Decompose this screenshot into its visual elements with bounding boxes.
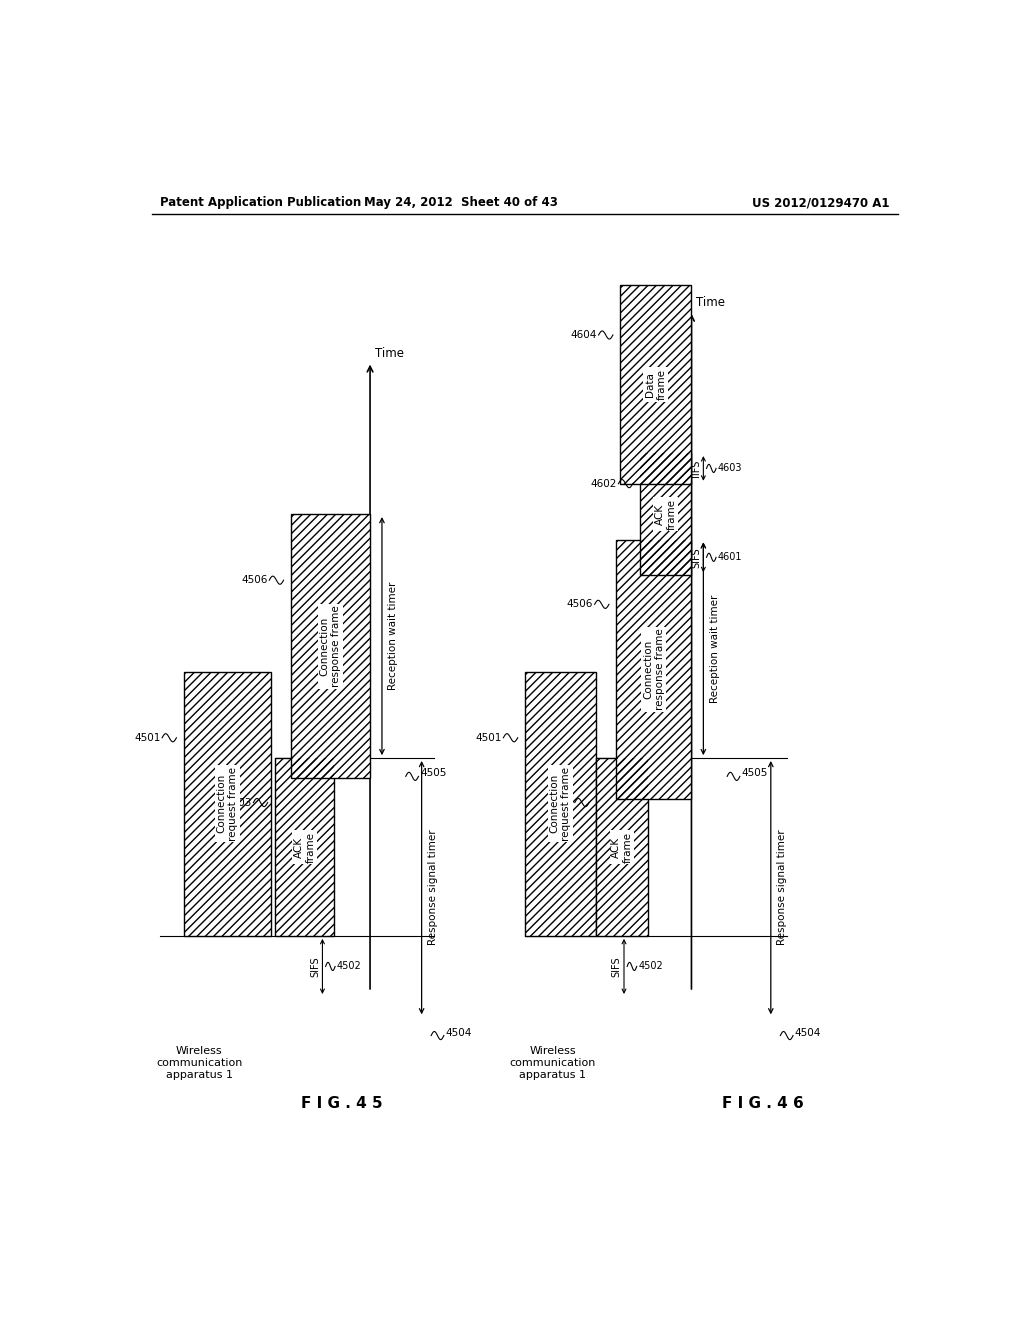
Bar — [524, 672, 596, 936]
Text: 4501: 4501 — [475, 733, 502, 743]
Text: 4505: 4505 — [741, 768, 768, 779]
Text: Wireless
communication
apparatus 1: Wireless communication apparatus 1 — [157, 1047, 243, 1080]
Text: 4506: 4506 — [566, 599, 593, 610]
Text: IIFS: IIFS — [691, 459, 701, 477]
Text: SIFS: SIFS — [691, 546, 701, 568]
Bar — [183, 672, 270, 936]
Text: ...: ... — [669, 290, 683, 306]
Bar — [291, 515, 370, 779]
Text: 4501: 4501 — [134, 733, 161, 743]
Text: Time: Time — [375, 347, 403, 359]
Text: SIFS: SIFS — [310, 956, 321, 977]
Text: F I G . 4 5: F I G . 4 5 — [301, 1096, 383, 1111]
Bar — [640, 453, 691, 576]
Bar — [640, 453, 691, 576]
Bar — [183, 672, 270, 936]
Bar — [274, 758, 334, 936]
Bar — [291, 515, 370, 779]
Bar — [616, 540, 691, 799]
Text: Connection
request frame: Connection request frame — [216, 767, 238, 841]
Text: Data
frame: Data frame — [645, 370, 667, 400]
Bar — [620, 285, 691, 483]
Text: 4502: 4502 — [638, 961, 663, 972]
Bar — [596, 758, 648, 936]
Text: 4503: 4503 — [225, 797, 252, 808]
Text: 4604: 4604 — [570, 330, 597, 341]
Text: Wireless
communication
apparatus 1: Wireless communication apparatus 1 — [509, 1047, 596, 1080]
Text: ACK
frame: ACK frame — [611, 832, 633, 862]
Bar — [620, 285, 691, 483]
Text: Connection
response frame: Connection response frame — [643, 628, 665, 710]
Bar — [274, 758, 334, 936]
Text: 4601: 4601 — [718, 552, 742, 562]
Text: 4603: 4603 — [718, 463, 742, 474]
Text: Reception wait timer: Reception wait timer — [710, 594, 720, 704]
Text: SIFS: SIFS — [611, 956, 622, 977]
Text: 4503: 4503 — [547, 797, 573, 808]
Text: F I G . 4 6: F I G . 4 6 — [722, 1096, 804, 1111]
Text: 4504: 4504 — [795, 1027, 821, 1038]
Text: ACK
frame: ACK frame — [655, 499, 677, 529]
Bar — [596, 758, 648, 936]
Text: 4504: 4504 — [445, 1027, 472, 1038]
Text: 4602: 4602 — [591, 479, 616, 488]
Text: Response signal timer: Response signal timer — [777, 830, 787, 945]
Text: 4506: 4506 — [242, 576, 267, 585]
Text: Connection
request frame: Connection request frame — [550, 767, 571, 841]
Text: Patent Application Publication: Patent Application Publication — [160, 195, 361, 209]
Text: Connection
response frame: Connection response frame — [319, 606, 341, 688]
Text: 4505: 4505 — [420, 768, 446, 779]
Text: Response signal timer: Response signal timer — [428, 830, 438, 945]
Text: US 2012/0129470 A1: US 2012/0129470 A1 — [753, 195, 890, 209]
Bar — [616, 540, 691, 799]
Bar — [524, 672, 596, 936]
Text: May 24, 2012  Sheet 40 of 43: May 24, 2012 Sheet 40 of 43 — [365, 195, 558, 209]
Text: 4502: 4502 — [337, 961, 361, 972]
Text: ACK
frame: ACK frame — [294, 832, 315, 862]
Text: Time: Time — [696, 296, 725, 309]
Text: Reception wait timer: Reception wait timer — [388, 582, 398, 690]
